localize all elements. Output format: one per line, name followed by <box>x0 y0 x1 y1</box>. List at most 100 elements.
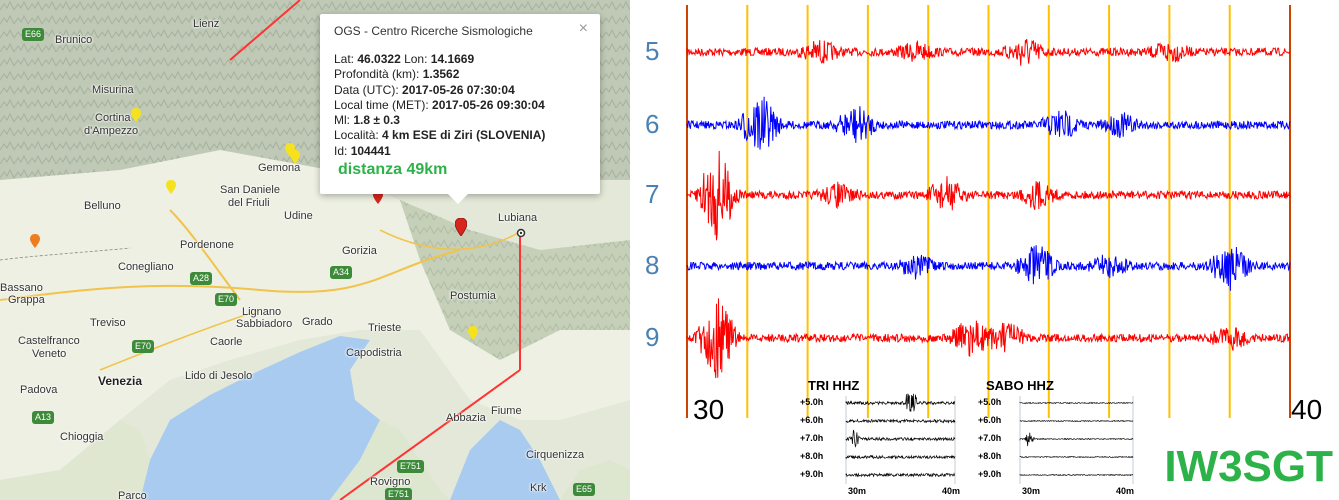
quake-marker-icon[interactable] <box>30 234 40 248</box>
city-label: Krk <box>530 482 547 494</box>
mini-trace <box>1019 401 1134 405</box>
city-label: Fiume <box>491 405 522 417</box>
local-time-label: Local time (MET): <box>334 97 433 112</box>
seismogram-trace <box>686 298 1291 379</box>
depth-label: Profondità (km): <box>334 67 423 82</box>
seismogram-trace <box>686 150 1291 241</box>
helicorder-plot <box>686 5 1291 418</box>
city-label: Udine <box>284 210 313 222</box>
city-label: Belluno <box>84 200 121 212</box>
local-time-value: 2017-05-26 09:30:04 <box>432 97 545 112</box>
mini-x-end: 40m <box>1116 486 1135 496</box>
mini-row-label: +9.0h <box>978 469 1002 479</box>
city-label: Conegliano <box>118 261 174 273</box>
mini-x-start: 30m <box>848 486 867 496</box>
magnitude-row: Ml: 1.8 ± 0.3 <box>334 113 545 128</box>
quake-marker-icon[interactable] <box>131 108 141 122</box>
city-label: Abbazia <box>446 412 486 424</box>
seismogram-trace <box>686 38 1291 66</box>
seismogram-trace <box>686 245 1291 291</box>
city-label: Caorle <box>210 336 243 348</box>
mini-x-end: 40m <box>942 486 961 496</box>
road-badge: A28 <box>190 272 213 285</box>
location-label: Località: <box>334 128 383 143</box>
mini-trace <box>1019 473 1133 477</box>
city-label: Padova <box>20 384 58 396</box>
mini-row-label: +9.0h <box>800 469 824 479</box>
city-label: Parco <box>118 490 147 500</box>
callsign-watermark: IW3SGT <box>1164 442 1333 491</box>
earthquake-info-popup: OGS - Centro Ricerche Sismologiche × Lat… <box>320 14 600 204</box>
mini-row-label: +6.0h <box>978 415 1002 425</box>
hour-label: 9 <box>645 322 660 352</box>
location-value: 4 km ESE di Ziri (SLOVENIA) <box>382 128 546 143</box>
local-time-row: Local time (MET): 2017-05-26 09:30:04 <box>334 98 545 113</box>
quake-marker-icon[interactable] <box>166 180 176 194</box>
hour-label: 8 <box>645 250 660 280</box>
depth-row: Profondità (km): 1.3562 <box>334 67 545 82</box>
mini-row-label: +5.0h <box>978 397 1002 407</box>
city-label: Rovigno <box>370 476 411 488</box>
road-badge: E751 <box>397 460 425 473</box>
road-badge: E65 <box>573 483 596 496</box>
mini-trace <box>845 429 956 448</box>
id-value: 104441 <box>350 143 391 158</box>
date-label: Data (UTC): <box>334 82 403 97</box>
distance-text: distanza 49km <box>338 161 448 178</box>
city-label: Trieste <box>368 322 402 334</box>
epicenter-marker-icon[interactable] <box>455 218 467 236</box>
capital-marker-icon <box>516 228 526 238</box>
road-badge: A13 <box>32 411 55 424</box>
quake-marker-icon[interactable] <box>290 150 300 164</box>
mini-plot-title: TRI HHZ <box>808 378 860 393</box>
popup-details: Lat: 46.0322 Lon: 14.1669 Profondità (km… <box>334 52 545 159</box>
city-label: Bassano <box>0 282 43 294</box>
mini-plot-tri: TRI HHZ +5.0h +6.0h +7.0h +8.0h +9.0h 30… <box>800 378 960 500</box>
city-label: Lido di Jesolo <box>185 370 253 382</box>
location-row: Località: 4 km ESE di Ziri (SLOVENIA) <box>334 128 545 143</box>
mini-row-label: +8.0h <box>800 451 824 461</box>
road-badge: E66 <box>22 28 45 41</box>
lat-value: 46.0322 <box>357 52 401 66</box>
city-label: Cirquenizza <box>526 449 585 461</box>
lon-value: 14.1669 <box>430 52 475 66</box>
date-value: 2017-05-26 07:30:04 <box>402 82 515 97</box>
mini-row-label: +7.0h <box>978 433 1002 443</box>
road-badge: E70 <box>215 293 238 306</box>
mini-trace <box>1019 455 1134 459</box>
depth-value: 1.3562 <box>422 67 460 82</box>
city-label: Brunico <box>55 34 93 46</box>
lon-label: Lon: <box>400 52 431 66</box>
close-icon[interactable]: × <box>578 20 588 37</box>
city-label: Veneto <box>32 348 67 360</box>
city-label: Misurina <box>92 84 134 96</box>
helicorder-panel: 5 6 7 8 9 30 40 TRI HHZ +5.0h +6.0h +7.0h +8… <box>630 0 1339 500</box>
mini-row-label: +6.0h <box>800 415 824 425</box>
mini-row-label: +8.0h <box>978 451 1002 461</box>
map-panel[interactable]: Lienz Brunico Misurina Cortina d'Ampezzo Gemo… <box>0 0 630 500</box>
city-label: Gorizia <box>342 245 377 257</box>
mini-trace <box>845 418 956 424</box>
city-label: Lubiana <box>498 212 538 224</box>
date-row: Data (UTC): 2017-05-26 07:30:04 <box>334 83 545 98</box>
city-label: Cortina <box>95 112 131 124</box>
seismogram-trace <box>686 96 1291 150</box>
city-label: Castelfranco <box>18 335 80 347</box>
magnitude-label: Ml: <box>334 113 354 128</box>
axis-end-label: 40 <box>1291 394 1323 425</box>
city-label: Sabbiadoro <box>236 318 293 330</box>
mini-trace <box>1019 432 1134 447</box>
coordinates-row: Lat: 46.0322 Lon: 14.1669 <box>334 52 545 67</box>
mini-plot-title: SABO HHZ <box>986 378 1054 393</box>
mini-trace <box>845 454 956 460</box>
city-label: Grappa <box>8 294 45 306</box>
mini-plot-traces <box>1019 396 1134 484</box>
quake-marker-icon[interactable] <box>468 326 478 340</box>
city-label: Lienz <box>193 18 220 30</box>
city-label: Treviso <box>90 317 126 329</box>
road-badge: E751 <box>385 488 413 500</box>
city-label: Chioggia <box>60 431 104 443</box>
mini-row-label: +5.0h <box>800 397 824 407</box>
popup-pointer <box>448 194 468 204</box>
mini-x-start: 30m <box>1022 486 1041 496</box>
